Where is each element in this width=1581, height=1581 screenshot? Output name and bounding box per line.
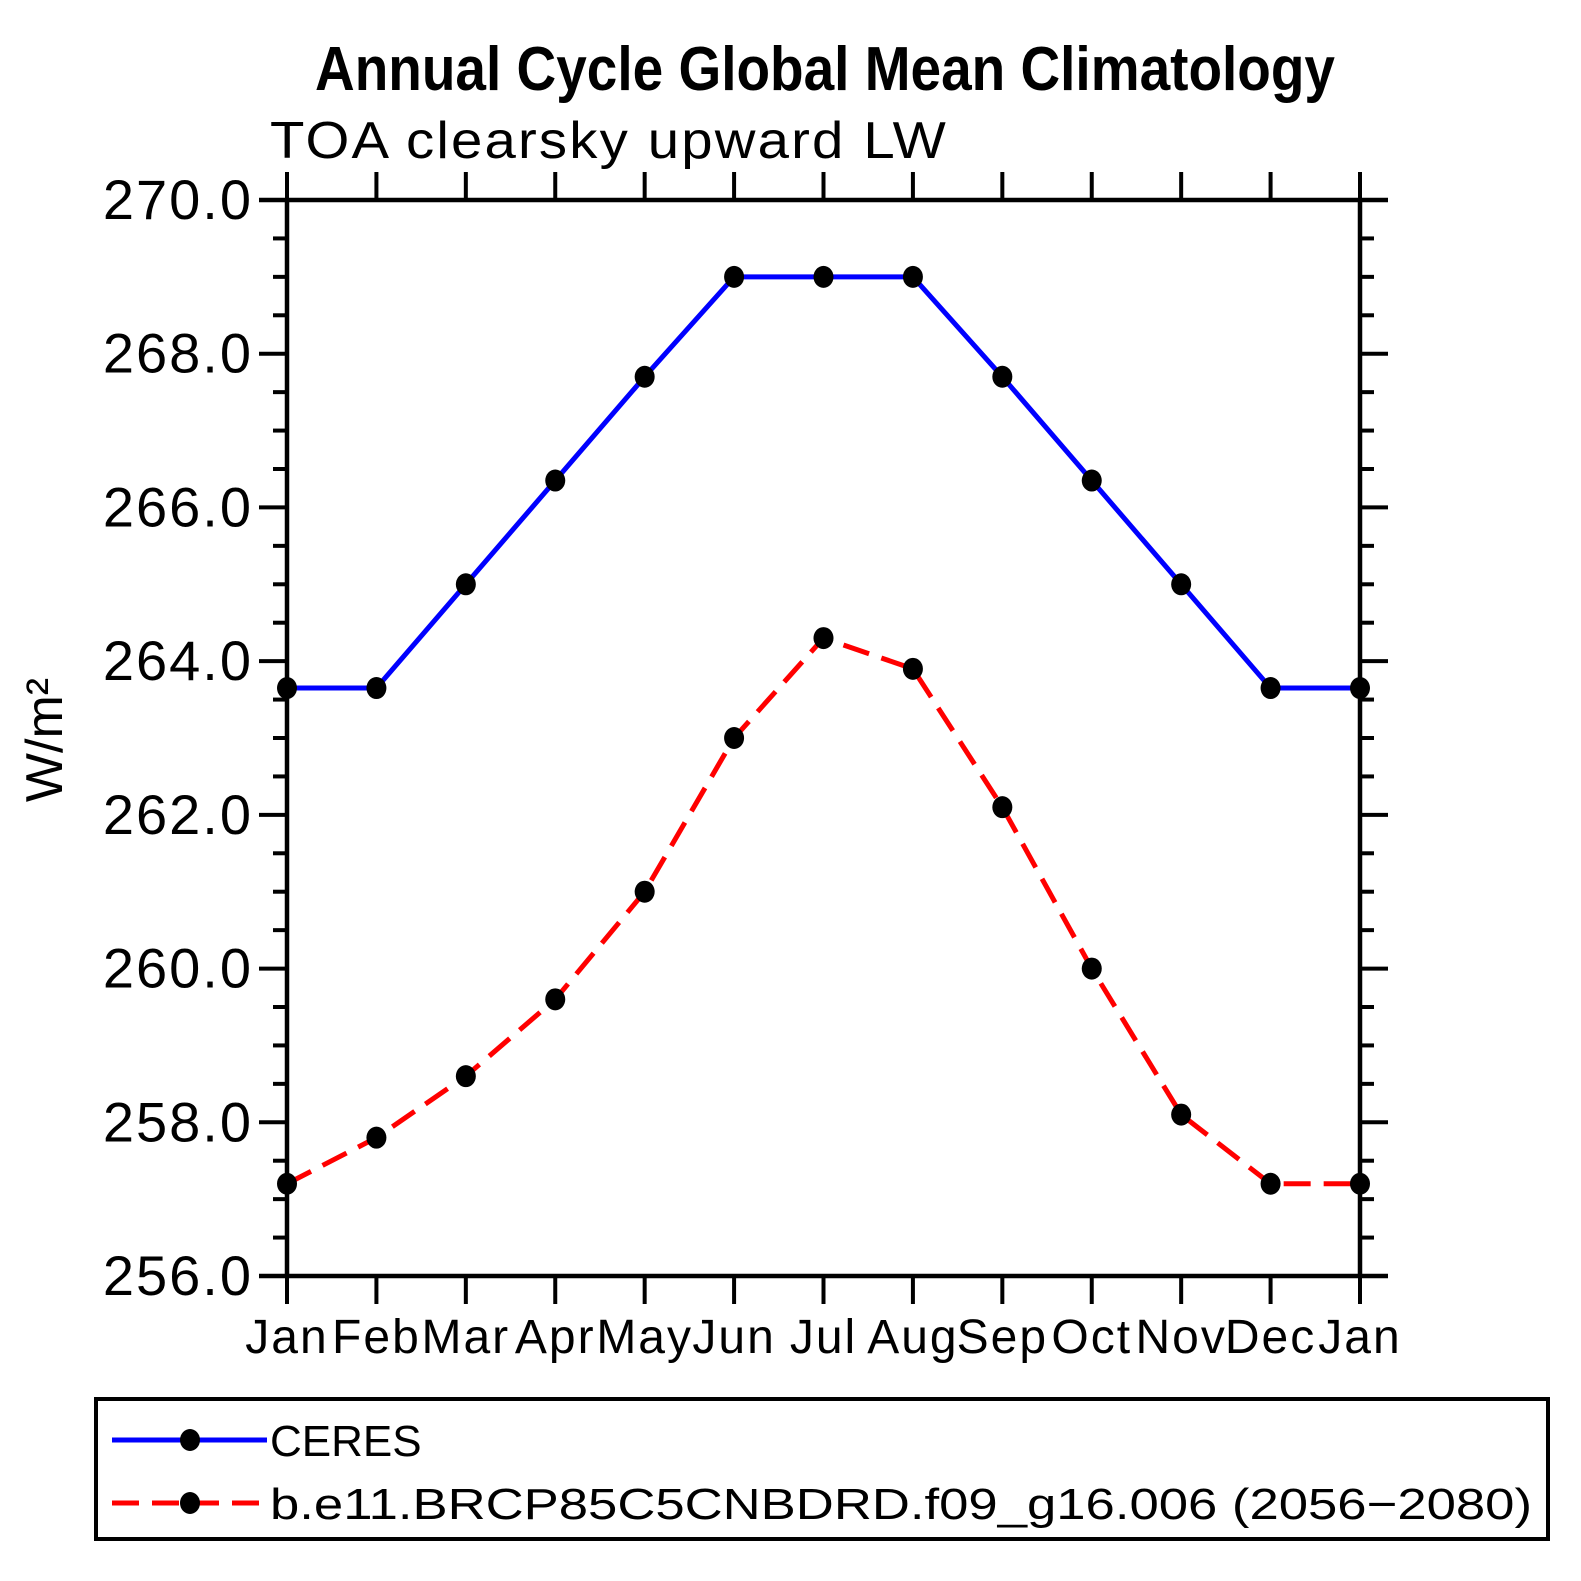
marker-1-9: [1081, 957, 1102, 980]
legend-label-ceres: CERES: [270, 1417, 422, 1466]
y-tick-label: 264.0: [103, 629, 253, 692]
y-tick-label: 270.0: [103, 168, 253, 231]
x-tick-label: Oct: [1051, 1311, 1132, 1364]
x-tick-label: Apr: [515, 1311, 596, 1364]
y-tick-label: 258.0: [103, 1090, 253, 1153]
marker-0-5: [724, 265, 745, 288]
marker-0-2: [455, 573, 476, 596]
marker-1-4: [634, 880, 655, 903]
x-tick-label: Jun: [692, 1311, 775, 1364]
legend-label-model: b.e11.BRCP85C5CNBDRD.f09_g16.006 (2056−2…: [270, 1480, 1532, 1529]
legend-line-samples: [112, 1429, 267, 1514]
y-tick-label: 266.0: [103, 475, 253, 538]
marker-0-11: [1260, 677, 1281, 700]
marker-1-8: [992, 796, 1013, 819]
x-tick-label: Dec: [1225, 1311, 1316, 1364]
x-tick-label: Feb: [332, 1311, 421, 1364]
marker-1-10: [1171, 1103, 1192, 1126]
x-tick-label: Nov: [1135, 1311, 1226, 1364]
legend-sample-marker-0: [180, 1429, 200, 1451]
marker-1-3: [545, 988, 566, 1011]
y-tick-label: 260.0: [103, 937, 253, 1000]
chart-subtitle: TOA clearsky upward LW: [270, 112, 948, 170]
marker-1-7: [902, 657, 923, 680]
x-tick-label: Aug: [867, 1311, 958, 1364]
marker-0-7: [902, 265, 923, 288]
series-line-0: [287, 274, 1360, 691]
marker-0-1: [366, 677, 387, 700]
marker-0-9: [1081, 469, 1102, 492]
x-tick-label: Jul: [790, 1311, 857, 1364]
marker-0-10: [1171, 573, 1192, 596]
marker-1-11: [1260, 1172, 1281, 1195]
marker-1-1: [366, 1126, 387, 1149]
marker-1-6: [813, 627, 834, 650]
marker-0-4: [634, 365, 655, 388]
marker-1-2: [455, 1065, 476, 1088]
legend: CERES b.e11.BRCP85C5CNBDRD.f09_g16.006 (…: [94, 1397, 1550, 1541]
marker-0-3: [545, 469, 566, 492]
plot-area: 270.0 268.0 266.0 264.0 262.0 260.0 258.0 256.0…: [103, 168, 1401, 1364]
legend-box: [94, 1397, 1550, 1541]
y-axis-label: W/m²: [16, 678, 74, 802]
chart-title: Annual Cycle Global Mean Climatology: [315, 35, 1335, 104]
y-tick-label: 268.0: [103, 322, 253, 385]
series-line-1: [285, 635, 1360, 1187]
x-tick-label: Jan: [1318, 1311, 1401, 1364]
marker-0-8: [992, 365, 1013, 388]
marker-1-5: [724, 727, 745, 749]
legend-sample-marker-1: [180, 1492, 200, 1514]
y-tick-label: 262.0: [103, 783, 253, 846]
x-tick-label: Mar: [421, 1311, 510, 1364]
marker-0-6: [813, 265, 834, 288]
y-tick-label: 256.0: [103, 1244, 253, 1307]
x-tick-label: Jan: [245, 1311, 328, 1364]
x-tick-label: May: [596, 1311, 693, 1364]
x-tick-label: Sep: [957, 1311, 1048, 1364]
